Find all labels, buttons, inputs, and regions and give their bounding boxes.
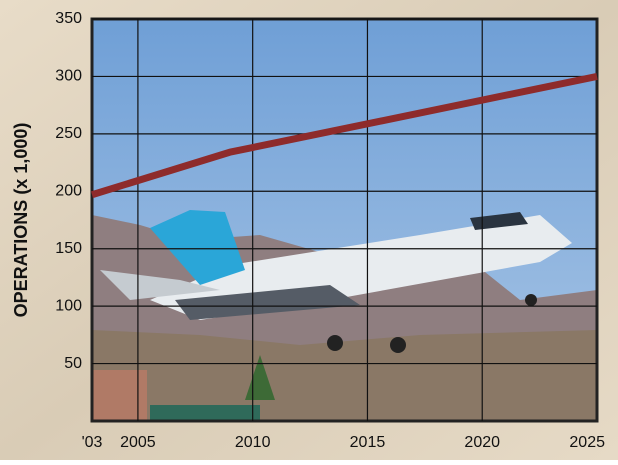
y-axis-label: OPERATIONS (x 1,000) (11, 123, 31, 318)
photo (92, 19, 597, 421)
y-tick-label: 50 (64, 355, 82, 372)
y-tick-label: 100 (55, 297, 82, 314)
y-tick-label: 250 (55, 125, 82, 142)
x-tick-label: 2020 (464, 434, 500, 451)
y-tick-label: 150 (55, 240, 82, 257)
x-tick-label: 2010 (235, 434, 271, 451)
y-tick-label: 300 (55, 68, 82, 85)
y-tick-label: 350 (55, 10, 82, 27)
x-tick-label: '03 (82, 434, 103, 451)
y-tick-label: 200 (55, 183, 82, 200)
x-tick-label: 2015 (350, 434, 386, 451)
x-tick-label: 2005 (120, 434, 156, 451)
data-line (90, 73, 598, 199)
x-tick-label: 2025 (569, 434, 605, 451)
